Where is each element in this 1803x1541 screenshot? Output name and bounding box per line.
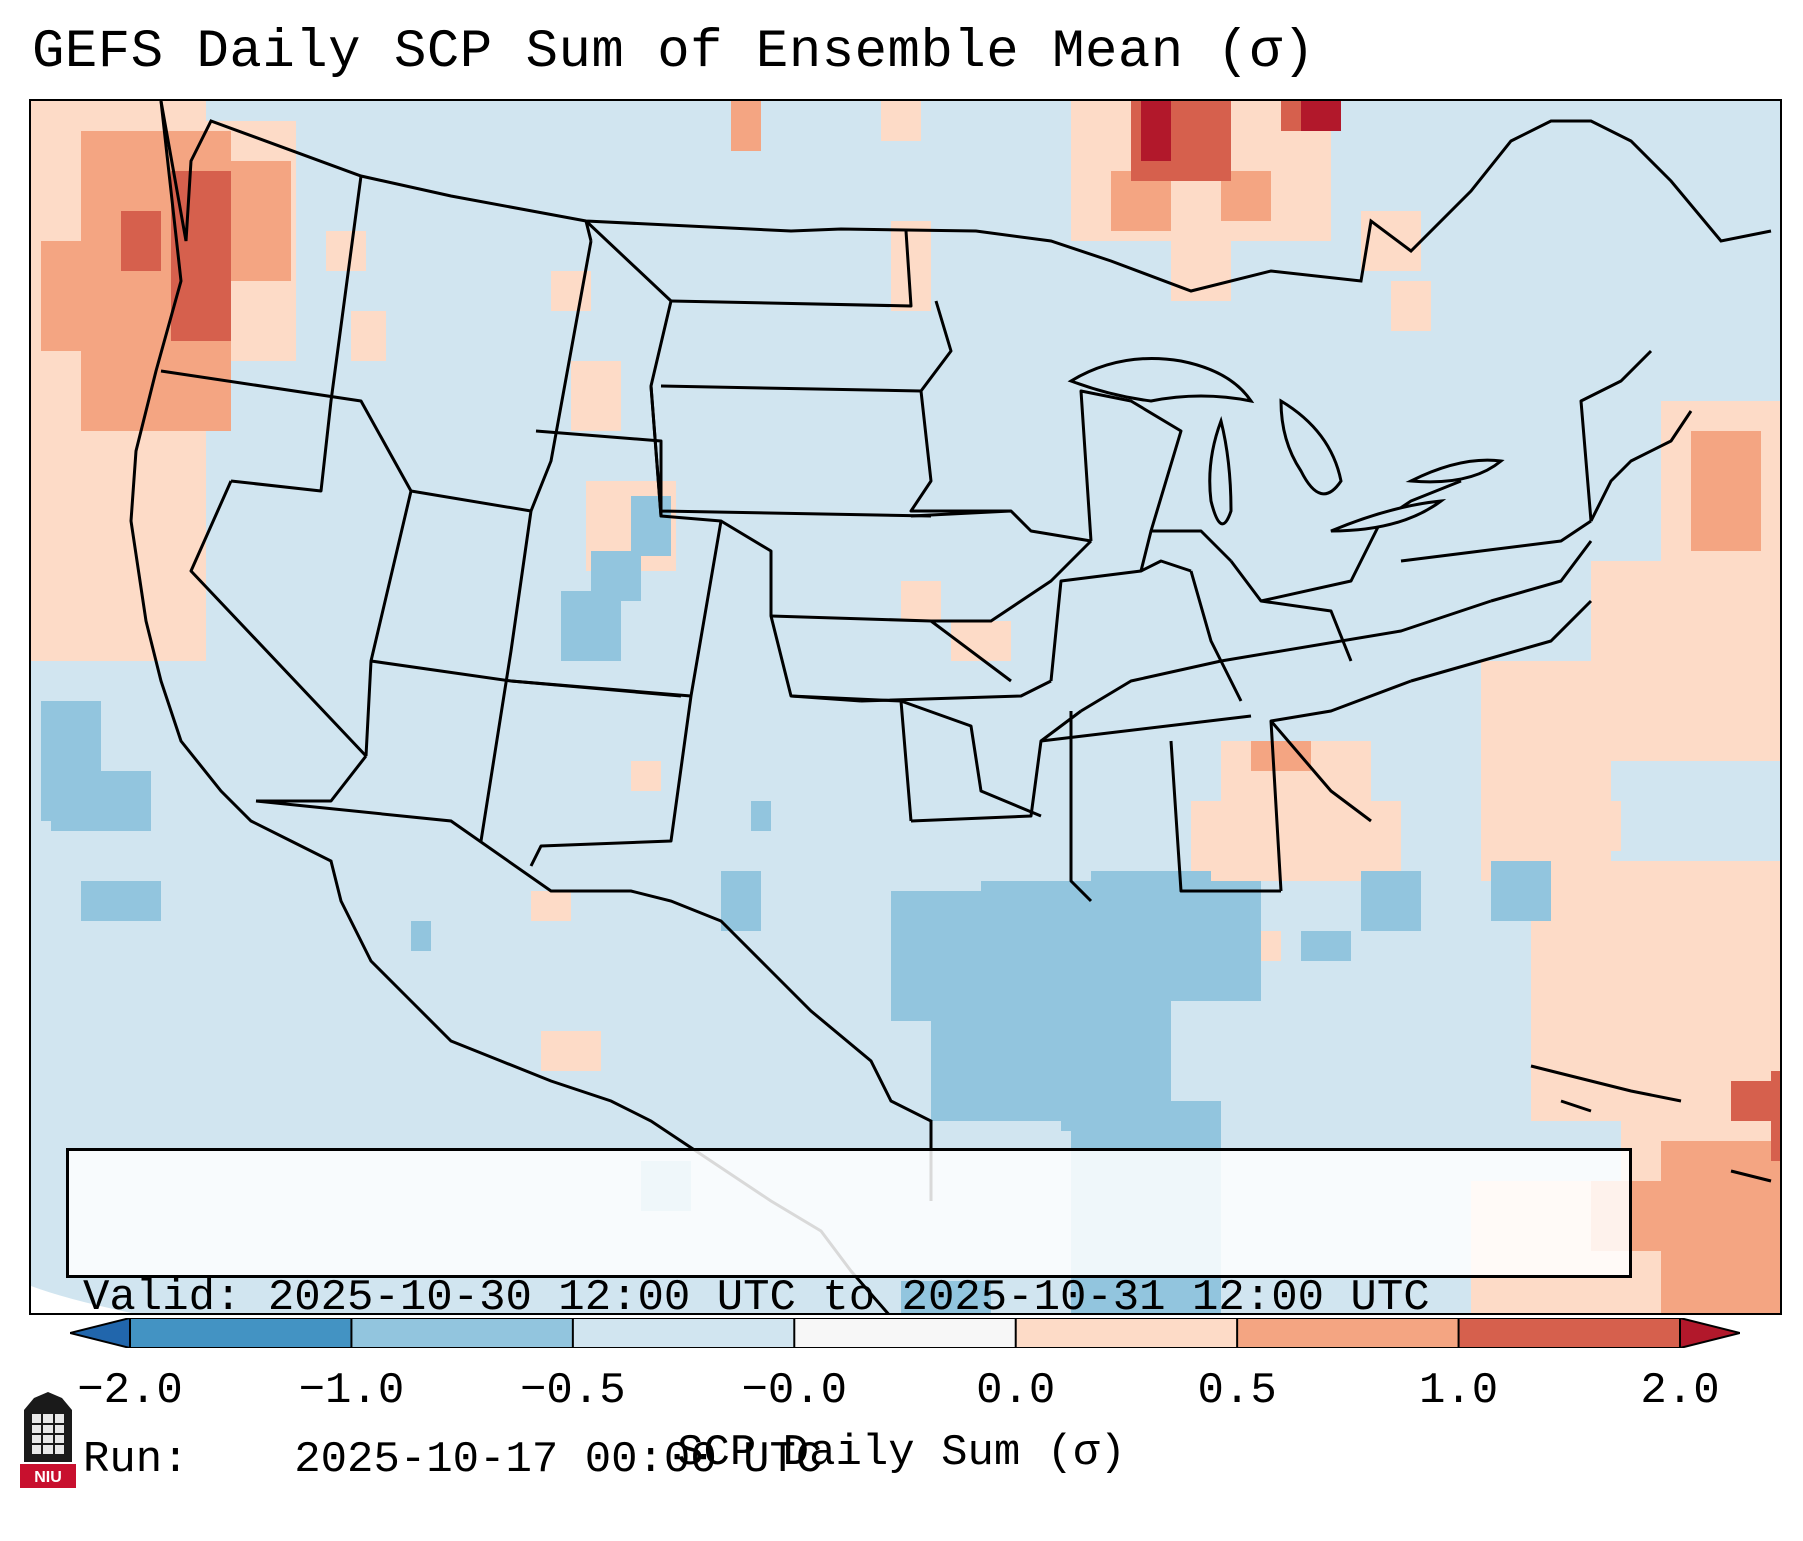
colorbar-extend-high bbox=[1679, 1318, 1740, 1348]
run-label: Run: bbox=[83, 1435, 189, 1485]
colorbar-label: SCP Daily Sum (σ) bbox=[677, 1428, 1126, 1478]
map-panel bbox=[29, 99, 1782, 1315]
map-canvas bbox=[31, 101, 1780, 1313]
colorbar-tick-label: −1.0 bbox=[298, 1366, 405, 1416]
anomaly-positive-strong bbox=[121, 101, 1780, 1161]
anomaly-positive-extreme bbox=[1141, 101, 1341, 161]
valid-value: 2025-10-30 12:00 UTC to 2025-10-31 12:00… bbox=[267, 1273, 1430, 1323]
colorbar-tick-label: 1.0 bbox=[1418, 1366, 1499, 1416]
valid-row: Valid: 2025-10-30 12:00 UTC to 2025-10-3… bbox=[83, 1271, 1615, 1325]
map-title: GEFS Daily SCP Sum of Ensemble Mean (σ) bbox=[32, 22, 1316, 83]
colorbar-extend-low bbox=[70, 1318, 131, 1348]
domain-background bbox=[31, 101, 1780, 1313]
colorbar-segment bbox=[1458, 1318, 1680, 1348]
state-borders bbox=[160, 175, 1693, 903]
great-lakes bbox=[1067, 357, 1505, 533]
colorbar-segment bbox=[1015, 1318, 1238, 1348]
colorbar-tick-label: −0.0 bbox=[741, 1366, 848, 1416]
colorbar-tick-label: 2.0 bbox=[1640, 1366, 1720, 1416]
run-row: Run: 2025-10-17 00:00 UTC bbox=[83, 1433, 1615, 1487]
logo-text: NIU bbox=[34, 1469, 62, 1486]
colorbar-tick-label: 0.5 bbox=[1197, 1366, 1277, 1416]
colorbar-tick-label: −2.0 bbox=[77, 1366, 183, 1416]
colorbar-tick-label: 0.0 bbox=[976, 1366, 1056, 1416]
colorbar-segments bbox=[70, 1318, 1740, 1348]
colorbar-segment bbox=[130, 1318, 352, 1348]
colorbar bbox=[70, 1318, 1740, 1348]
colorbar-segment bbox=[794, 1318, 1016, 1348]
islands bbox=[1530, 1064, 1772, 1183]
colorbar-segment bbox=[351, 1318, 573, 1348]
valid-run-info-box: Valid: 2025-10-30 12:00 UTC to 2025-10-3… bbox=[66, 1148, 1632, 1485]
niu-logo-icon: NIU bbox=[20, 1392, 76, 1488]
valid-label: Valid: bbox=[83, 1273, 242, 1323]
run-value: 2025-10-17 00:00 UTC bbox=[294, 1435, 823, 1485]
colorbar-segment bbox=[572, 1318, 795, 1348]
colorbar-segment bbox=[1237, 1318, 1459, 1348]
colorbar-tick-label: −0.5 bbox=[520, 1366, 626, 1416]
